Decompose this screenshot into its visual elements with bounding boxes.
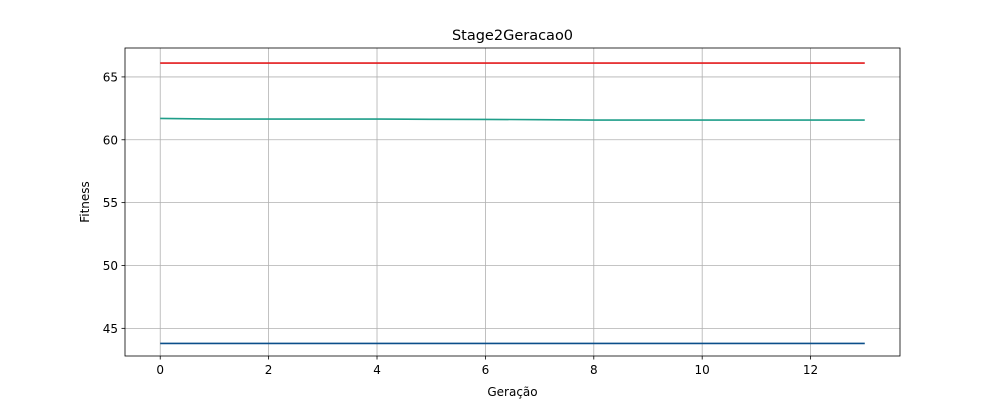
y-tick-label: 45 — [103, 322, 118, 336]
series-group — [160, 62, 865, 345]
x-tick-label: 6 — [482, 363, 490, 377]
x-tick-label: 2 — [265, 363, 273, 377]
y-axis-label: Fitness — [78, 181, 92, 223]
chart-title: Stage2Geracao0 — [452, 28, 573, 44]
plot-frame — [124, 47, 901, 357]
x-tick-label: 4 — [373, 363, 381, 377]
x-tick-label: 8 — [590, 363, 598, 377]
y-tick-label: 60 — [103, 133, 118, 147]
ticks-group: 0 2 4 6 8 10 12 45 50 55 60 65 — [103, 70, 818, 377]
grid-lines — [125, 48, 900, 356]
y-tick-label: 65 — [103, 70, 118, 84]
x-tick-label: 12 — [803, 363, 818, 377]
y-tick-label: 50 — [103, 259, 118, 273]
series-line-2 — [160, 117, 865, 121]
x-tick-label: 10 — [695, 363, 710, 377]
x-axis-label: Geração — [487, 385, 537, 399]
y-tick-label: 55 — [103, 196, 118, 210]
x-tick-label: 0 — [156, 363, 164, 377]
